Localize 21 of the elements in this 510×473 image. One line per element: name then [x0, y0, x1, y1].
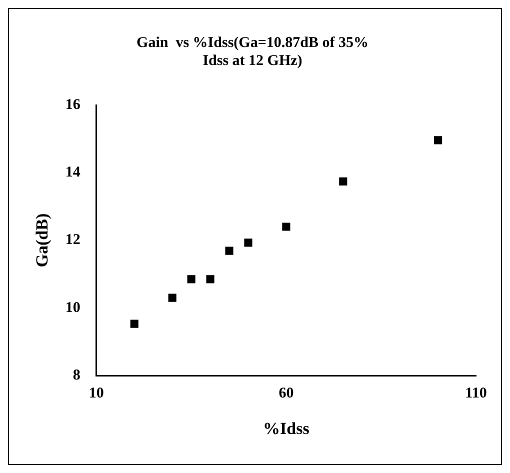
y-tick-label: 12 [65, 232, 80, 248]
point [225, 246, 234, 255]
text: Gain vs %Idss(Ga=10.87dB of 35% [136, 34, 368, 51]
y-tick-label: 8 [72, 367, 80, 384]
point [434, 136, 442, 144]
y-tick-label: 10 [65, 300, 80, 316]
point [130, 320, 138, 328]
point [339, 177, 348, 186]
point [187, 275, 196, 284]
x-tick-label: 60 [278, 385, 294, 402]
point [206, 275, 214, 284]
x-axis-title: %Idss [263, 419, 310, 438]
text: Idss at 12 GHz) [202, 52, 302, 69]
x-tick-label: 10 [88, 385, 104, 402]
x-tick-label: 110 [465, 385, 487, 402]
y-axis-title: Ga(dB) [32, 213, 52, 268]
point [282, 222, 290, 231]
y-tick-label: 14 [65, 164, 81, 181]
y-tick-label: 16 [65, 96, 81, 113]
point [244, 238, 252, 247]
point [168, 294, 176, 302]
